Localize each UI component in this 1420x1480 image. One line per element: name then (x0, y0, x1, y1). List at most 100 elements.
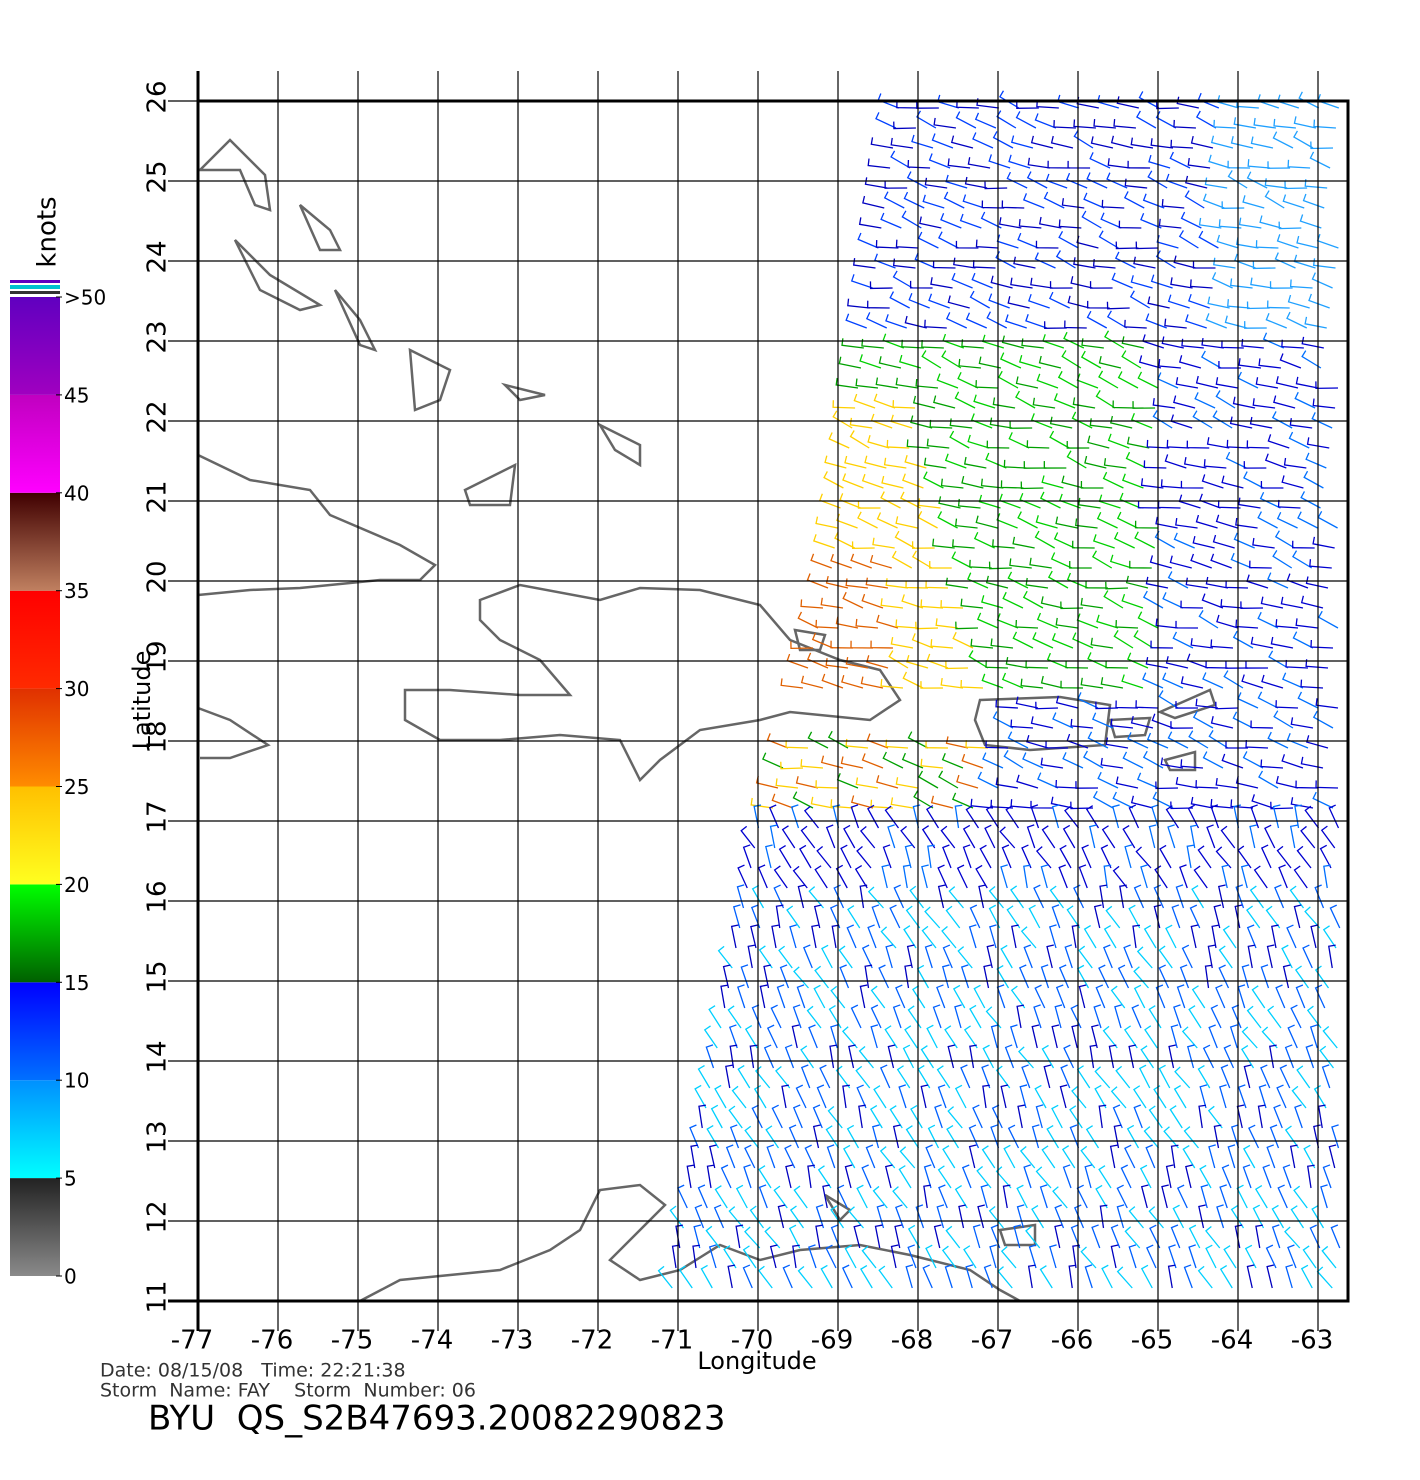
wind-barb (842, 591, 864, 609)
wind-barb (1303, 1144, 1316, 1169)
wind-barb (1307, 1164, 1315, 1189)
wind-barb (1128, 804, 1140, 829)
colorbar-band (10, 590, 60, 689)
wind-barb (692, 1244, 701, 1269)
wind-barb (906, 171, 928, 189)
colorbar-tick-label: 5 (64, 1167, 77, 1191)
wind-barb (1043, 1064, 1052, 1089)
wind-barb (1233, 117, 1257, 129)
wind-barb (1254, 1184, 1268, 1209)
wind-barb (1170, 1144, 1179, 1169)
wind-barb (814, 865, 828, 889)
wind-barb (789, 1205, 805, 1229)
wind-barb (1202, 193, 1225, 209)
wind-barbs (657, 90, 1341, 1289)
wind-barb (855, 618, 879, 629)
wind-barb (959, 213, 982, 229)
wind-barb (973, 394, 996, 409)
wind-barb (1230, 799, 1254, 809)
wind-barb (1219, 1184, 1228, 1209)
wind-barb (945, 1225, 961, 1249)
wind-barb (1222, 925, 1237, 949)
wind-barb (871, 1124, 880, 1149)
wind-barb (669, 1205, 685, 1229)
wind-barb (1094, 1084, 1107, 1109)
wind-barb (1216, 614, 1239, 629)
wind-barb (790, 804, 800, 829)
wind-barb (1299, 214, 1322, 229)
wind-barb (1125, 575, 1149, 589)
wind-barb (1157, 372, 1179, 389)
wind-barb (807, 731, 829, 749)
wind-barb (1235, 776, 1259, 789)
wind-barb (974, 112, 997, 129)
wind-barb (737, 984, 746, 1009)
wind-barb (812, 1124, 821, 1149)
wind-barb (1183, 457, 1207, 469)
wind-barb (1232, 711, 1254, 729)
wind-barb (1140, 1264, 1153, 1289)
wind-barb (1295, 376, 1319, 389)
wind-barb (788, 1224, 801, 1249)
wind-barb (940, 478, 964, 489)
wind-barb (832, 804, 841, 829)
wind-barb (1246, 301, 1270, 310)
x-tick-label: -72 (571, 1326, 613, 1356)
wind-barb (792, 1004, 802, 1029)
wind-barb (820, 1264, 833, 1289)
wind-barb (1225, 741, 1249, 749)
wind-barb (1016, 1004, 1025, 1029)
colorbar-cap (10, 280, 60, 283)
wind-barb (1314, 965, 1330, 989)
wind-barb (1237, 1084, 1247, 1109)
wind-barb (1258, 1084, 1267, 1109)
wind-barb (1031, 1124, 1040, 1149)
wind-barb (1301, 336, 1324, 349)
wind-barb (926, 1024, 938, 1049)
wind-barb (1026, 824, 1036, 849)
wind-barb (894, 530, 915, 549)
wind-barb (903, 925, 917, 949)
wind-barb (1030, 413, 1053, 429)
wind-barb (1112, 791, 1134, 809)
wind-barb (1246, 905, 1261, 929)
wind-barb (1172, 1204, 1185, 1229)
wind-barb (976, 612, 999, 629)
wind-barb (870, 640, 894, 649)
wind-barb (932, 1004, 942, 1029)
wind-barb (1191, 985, 1206, 1009)
wind-barb (1095, 701, 1119, 710)
wind-barb (908, 293, 930, 309)
wind-barb (1055, 984, 1066, 1009)
wind-barb (1055, 250, 1076, 269)
wind-barb (1226, 439, 1250, 449)
wind-barb (892, 270, 913, 289)
wind-barb (1133, 1085, 1147, 1109)
wind-barb (1017, 1104, 1026, 1129)
wind-barb (690, 1144, 699, 1169)
wind-barb (1081, 844, 1092, 869)
wind-barb (1027, 157, 1051, 169)
wind-barb (1176, 96, 1199, 109)
wind-barb (1174, 1066, 1191, 1089)
wind-barb (1264, 178, 1288, 189)
wind-barb (758, 945, 773, 969)
wind-barb (1257, 1104, 1266, 1129)
wind-barb (964, 176, 988, 189)
y-tick-label: 15 (143, 960, 173, 993)
wind-barb (1248, 1124, 1260, 1149)
wind-barb (925, 740, 949, 749)
wind-barb (1306, 735, 1329, 749)
wind-barb (1090, 637, 1114, 649)
wind-barb (1253, 865, 1268, 889)
wind-barb (985, 1006, 1002, 1029)
wind-barb (777, 1204, 786, 1229)
wind-barb (925, 805, 940, 829)
wind-barb (1015, 390, 1036, 409)
wind-barb (792, 791, 814, 809)
wind-barb (996, 513, 1018, 529)
wind-barb (924, 319, 947, 329)
wind-barb (921, 925, 937, 949)
wind-barb (843, 1144, 856, 1169)
wind-barb (1260, 844, 1272, 869)
